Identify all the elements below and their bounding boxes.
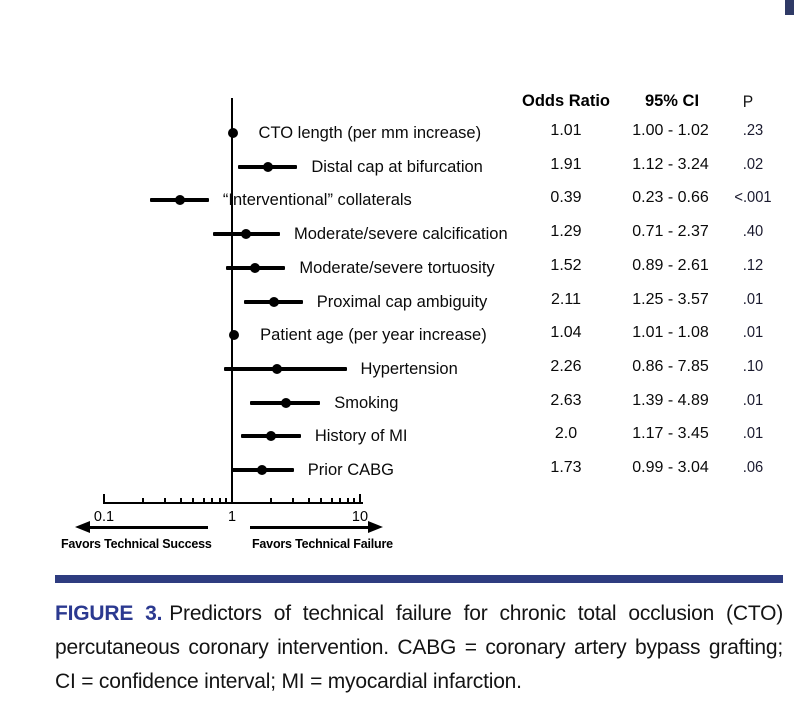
x-axis-minor-tick <box>353 498 356 503</box>
x-axis-tick-label: 0.1 <box>93 509 115 525</box>
or-point <box>280 397 291 408</box>
ci-value: 1.25 - 3.57 <box>632 290 709 308</box>
x-axis-minor-tick <box>292 498 295 503</box>
odds-ratio-value: 1.73 <box>550 459 582 476</box>
x-axis-major-tick <box>359 494 361 503</box>
forest-row-label: Patient age (per year increase) <box>260 326 487 345</box>
x-axis-minor-tick <box>330 498 333 503</box>
ci-value: 1.17 - 3.45 <box>632 425 709 443</box>
caption-divider-bar <box>55 575 783 583</box>
odds-ratio-value: 1.52 <box>550 256 582 274</box>
ci-value: 1.12 - 3.24 <box>632 155 709 173</box>
forest-row-label: Proximal cap ambiguity <box>316 292 488 311</box>
odds-ratio-value: 1.01 <box>550 122 582 139</box>
forest-row-label: CTO length (per mm increase) <box>258 124 482 142</box>
ci-value: 1.01 - 1.08 <box>632 324 709 342</box>
x-axis-minor-tick <box>346 498 349 503</box>
odds-ratio-value: 1.29 <box>550 223 582 241</box>
ci-value: 0.71 - 2.37 <box>632 223 709 241</box>
ci-value: 0.89 - 2.61 <box>632 256 709 274</box>
forest-row-label: History of MI <box>314 427 408 446</box>
or-point <box>257 465 268 475</box>
figure-caption: FIGURE 3. Predictors of technical failure… <box>55 597 783 699</box>
p-value: .01 <box>742 425 764 443</box>
x-axis-minor-tick <box>320 498 323 503</box>
odds-ratio-value: 1.04 <box>550 324 582 342</box>
column-header-odds-ratio: Odds Ratio <box>521 92 610 110</box>
forest-row-label: “Interventional” collaterals <box>222 191 412 210</box>
or-point <box>268 296 279 307</box>
x-axis-minor-tick <box>192 498 195 503</box>
ci-value: 1.00 - 1.02 <box>632 122 709 139</box>
x-axis-minor-tick <box>308 498 311 503</box>
or-point <box>250 262 261 273</box>
odds-ratio-value: 0.39 <box>550 189 582 207</box>
column-header-p: P <box>742 92 754 111</box>
forest-row-label: Moderate/severe calcification <box>293 225 508 244</box>
reference-line-or-1 <box>231 98 233 503</box>
x-axis-minor-tick <box>269 498 272 503</box>
p-value: <.001 <box>734 189 772 207</box>
favors-technical-failure-label: Favors Technical Failure <box>252 537 393 551</box>
favors-technical-success-label: Favors Technical Success <box>61 537 212 551</box>
p-value: .40 <box>742 223 764 241</box>
x-axis-minor-tick <box>211 498 214 503</box>
ci-bar <box>223 366 347 371</box>
x-axis-minor-tick <box>180 498 183 503</box>
p-value: .01 <box>742 324 764 342</box>
forest-row-label: Smoking <box>334 393 399 412</box>
odds-ratio-value: 2.0 <box>554 425 578 443</box>
forest-row-label: Moderate/severe tortuosity <box>299 258 495 277</box>
forest-row-label: Hypertension <box>360 359 458 378</box>
figure-caption-text: Predictors of technical failure for chro… <box>55 602 783 693</box>
favors-failure-arrow <box>250 526 369 530</box>
p-value: .12 <box>742 256 764 274</box>
ci-value: 0.86 - 7.85 <box>632 357 709 375</box>
p-value: .01 <box>742 391 764 409</box>
x-axis-major-tick <box>103 494 105 503</box>
corner-accent-square <box>785 0 794 15</box>
p-value: .23 <box>742 122 764 139</box>
or-point <box>227 128 238 138</box>
p-value: .06 <box>742 459 764 476</box>
p-value: .01 <box>742 290 764 308</box>
or-point <box>229 330 240 341</box>
odds-ratio-value: 2.11 <box>551 290 581 308</box>
x-axis-minor-tick <box>225 498 228 503</box>
x-axis-minor-tick <box>164 498 167 503</box>
p-value: .02 <box>742 155 764 173</box>
or-point <box>262 161 273 172</box>
or-point <box>174 195 185 206</box>
x-axis-major-tick <box>231 494 233 503</box>
x-axis-tick-label: 1 <box>227 509 237 525</box>
odds-ratio-value: 2.63 <box>550 391 582 409</box>
x-axis-minor-tick <box>339 498 342 503</box>
ci-value: 0.99 - 3.04 <box>632 459 709 476</box>
right-arrowhead-icon <box>368 521 383 533</box>
favors-success-arrow <box>88 526 208 530</box>
p-value: .10 <box>742 357 764 375</box>
left-arrowhead-icon <box>75 521 90 533</box>
odds-ratio-value: 2.26 <box>550 357 582 375</box>
x-axis-minor-tick <box>202 498 205 503</box>
ci-value: 1.39 - 4.89 <box>632 391 709 409</box>
x-axis-line <box>103 502 363 504</box>
column-header-95ci: 95% CI <box>644 92 700 110</box>
forest-row-label: Distal cap at bifurcation <box>311 157 483 176</box>
figure-caption-label: FIGURE 3. <box>55 602 163 625</box>
or-point <box>272 363 283 374</box>
odds-ratio-value: 1.91 <box>550 155 582 173</box>
x-axis-minor-tick <box>218 498 221 503</box>
x-axis-minor-tick <box>141 498 144 503</box>
x-axis-tick-label: 10 <box>351 509 369 525</box>
or-point <box>241 229 252 240</box>
ci-value: 0.23 - 0.66 <box>632 189 709 207</box>
forest-row-label: Prior CABG <box>307 461 394 479</box>
or-point <box>265 431 276 442</box>
